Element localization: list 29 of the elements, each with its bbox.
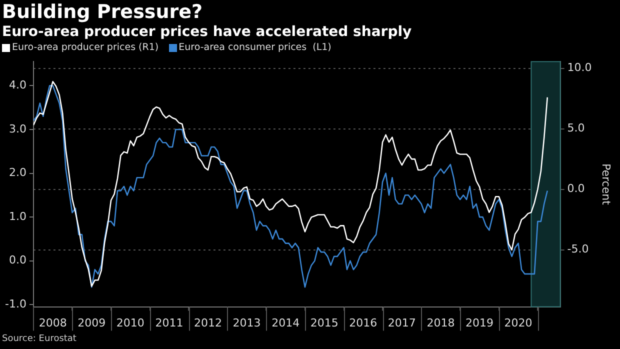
y2-axis-title: Percent xyxy=(600,164,613,206)
y-tick-label: 3.0 xyxy=(8,122,26,136)
y2-tick-label: -5.0 xyxy=(567,242,589,256)
x-tick-label: 2013 xyxy=(232,316,261,330)
chart-title: Building Pressure? xyxy=(1,0,204,23)
x-tick-label: 2015 xyxy=(310,316,338,330)
x-tick-label: 2010 xyxy=(116,316,144,330)
x-tick-label: 2016 xyxy=(349,316,378,330)
y2-tick-label: 10.0 xyxy=(567,61,592,74)
y-tick-label: 4.0 xyxy=(8,78,26,92)
x-tick-label: 2008 xyxy=(38,316,67,330)
x-tick-label: 2020 xyxy=(504,316,532,330)
y-tick-label: 2.0 xyxy=(8,166,26,180)
x-tick-label: 2018 xyxy=(426,316,455,330)
y2-tick-label: 0.0 xyxy=(567,182,585,196)
legend-label: Euro-area producer prices (R1) xyxy=(12,42,159,53)
source-note: Source: Eurostat xyxy=(1,334,78,345)
legend-label: Euro-area consumer prices (L1) xyxy=(178,42,332,53)
y2-tick-label: 5.0 xyxy=(567,122,585,135)
x-tick-label: 2017 xyxy=(388,316,416,330)
x-tick-label: 2019 xyxy=(466,316,494,330)
y-tick-label: 0.0 xyxy=(8,254,26,267)
y-tick-label: 1.0 xyxy=(8,210,26,223)
x-tick-label: 2012 xyxy=(194,316,222,330)
x-tick-label: 2011 xyxy=(155,316,184,330)
y-tick-label: -1.0 xyxy=(4,297,26,310)
chart-subtitle: Euro-area producer prices have accelerated sharply xyxy=(1,23,413,41)
x-tick-label: 2014 xyxy=(272,316,300,330)
x-tick-label: 2009 xyxy=(78,316,106,330)
